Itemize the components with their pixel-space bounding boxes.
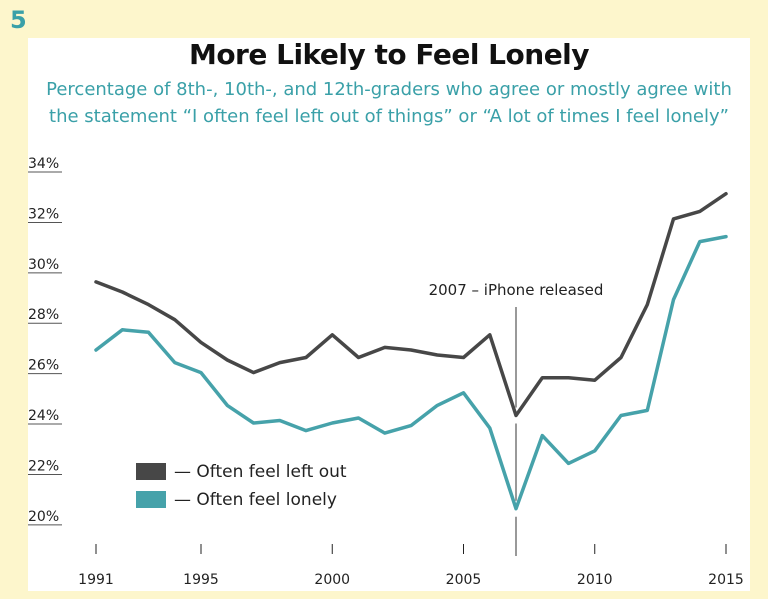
legend-label-1: — Often feel left out <box>174 462 347 482</box>
legend-swatch-1 <box>136 463 166 480</box>
y-tick-label: 26% <box>28 358 59 374</box>
chart-subtitle: Percentage of 8th-, 10th-, and 12th-grad… <box>28 76 750 130</box>
slide-number: 5 <box>10 6 27 34</box>
subtitle-line-1: Percentage of 8th-, 10th-, and 12th-grad… <box>46 79 732 100</box>
x-tick-label: 1991 <box>78 572 114 588</box>
subtitle-line-2: the statement “I often feel left out of … <box>49 106 729 127</box>
series-line-2 <box>94 234 728 511</box>
y-tick-label: 24% <box>28 408 59 424</box>
chart-panel: More Likely to Feel Lonely Percentage of… <box>28 38 750 591</box>
series-line-1 <box>94 191 728 418</box>
x-tick-label: 2010 <box>577 572 613 588</box>
x-tick-label: 1995 <box>183 572 219 588</box>
x-tick-label: 2015 <box>708 572 744 588</box>
legend-label-2: — Often feel lonely <box>174 490 337 510</box>
y-tick-label: 28% <box>28 307 59 323</box>
y-tick-label: 34% <box>28 156 59 172</box>
chart-title: More Likely to Feel Lonely <box>188 38 590 71</box>
legend-swatch-2 <box>136 491 166 508</box>
annotation-label: 2007 – iPhone released <box>429 281 604 299</box>
line-chart: 20% 22% 24% 26% 28% 30% 32% 34% 1991 1995 2000 2005… <box>28 156 744 588</box>
y-tick-label: 22% <box>28 458 59 474</box>
y-tick-label: 30% <box>28 257 59 273</box>
x-tick-label: 2005 <box>446 572 482 588</box>
x-tick-label: 2000 <box>314 572 350 588</box>
y-tick-label: 32% <box>28 206 59 222</box>
y-tick-label: 20% <box>28 509 59 525</box>
